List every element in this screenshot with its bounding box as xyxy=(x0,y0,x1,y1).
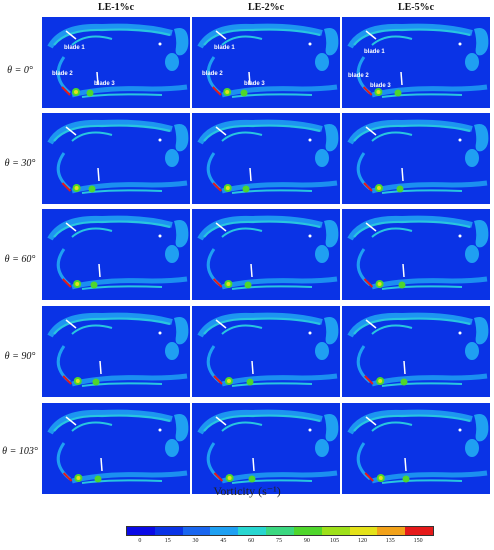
colorbar-tick-label: 150 xyxy=(413,538,423,544)
colorbar-swatch xyxy=(321,527,350,535)
row-label-0: θ = 0° xyxy=(7,65,33,76)
column-header-le2: LE-2%c xyxy=(247,2,285,13)
colorbar-tick-label: 30 xyxy=(192,538,199,544)
vorticity-panel-r3-c2 xyxy=(342,306,490,397)
vorticity-panel-r2-c1 xyxy=(192,209,340,300)
blade-label: blade 3 xyxy=(244,81,265,87)
blade-label: blade 1 xyxy=(364,49,385,55)
colorbar-swatch xyxy=(266,527,294,535)
blade-label: blade 1 xyxy=(64,45,85,51)
blade-label: blade 1 xyxy=(214,45,235,51)
blade-label: blade 2 xyxy=(202,71,223,77)
blade-label: blade 2 xyxy=(348,73,369,79)
vorticity-panel-r4-c2 xyxy=(342,403,490,494)
colorbar-swatch xyxy=(182,527,211,535)
colorbar-swatch xyxy=(349,527,378,535)
colorbar-swatch xyxy=(377,527,406,535)
vorticity-panel-r3-c1 xyxy=(192,306,340,397)
blade-label: blade 3 xyxy=(370,83,391,89)
colorbar-tick-label: 105 xyxy=(330,538,340,544)
colorbar-swatch xyxy=(293,527,322,535)
colorbar-swatch xyxy=(238,527,267,535)
colorbar-swatch xyxy=(210,527,239,535)
row-label-30: θ = 30° xyxy=(4,158,36,169)
blade-label: blade 3 xyxy=(94,81,115,87)
colorbar-tick-label: 45 xyxy=(220,538,227,544)
colorbar-tick-label: 120 xyxy=(357,538,367,544)
vorticity-panel-r1-c1 xyxy=(192,113,340,204)
vorticity-panel-r4-c1 xyxy=(192,403,340,494)
colorbar-tick-label: 60 xyxy=(248,538,255,544)
blade-label: blade 2 xyxy=(52,71,73,77)
vorticity-panel-r3-c0 xyxy=(42,306,190,397)
vorticity-panel-r2-c0 xyxy=(42,209,190,300)
vorticity-panel-r0-c1: blade 1 blade 2 blade 3 xyxy=(192,17,340,108)
row-label-60: θ = 60° xyxy=(4,254,36,265)
vorticity-panel-r4-c0 xyxy=(42,403,190,494)
row-label-90: θ = 90° xyxy=(4,351,36,362)
row-label-103: θ = 103° xyxy=(2,446,38,457)
colorbar xyxy=(126,526,434,536)
colorbar-ticks: 0 15 30 45 60 75 90 105 120 135 150 xyxy=(126,538,432,548)
vorticity-panel-r2-c2 xyxy=(342,209,490,300)
colorbar-tick-label: 90 xyxy=(303,538,310,544)
colorbar-tick-label: 15 xyxy=(164,538,171,544)
vorticity-panel-r1-c2 xyxy=(342,113,490,204)
colorbar-tick-label: 75 xyxy=(276,538,282,544)
colorbar-tick-label: 0 xyxy=(138,538,142,544)
vorticity-panel-r0-c0: blade 1 blade 2 blade 3 xyxy=(42,17,190,108)
colorbar-swatch xyxy=(154,527,183,535)
colorbar-title: Vorticity (s⁻¹) xyxy=(213,484,281,498)
colorbar-swatch xyxy=(405,527,433,535)
column-header-le1: LE-1%c xyxy=(97,2,135,13)
colorbar-swatch xyxy=(127,527,155,535)
colorbar-tick-label: 135 xyxy=(385,538,395,544)
column-header-le5: LE-5%c xyxy=(397,2,435,13)
vorticity-panel-r1-c0 xyxy=(42,113,190,204)
vorticity-panel-r0-c2: blade 1 blade 2 blade 3 xyxy=(342,17,490,108)
